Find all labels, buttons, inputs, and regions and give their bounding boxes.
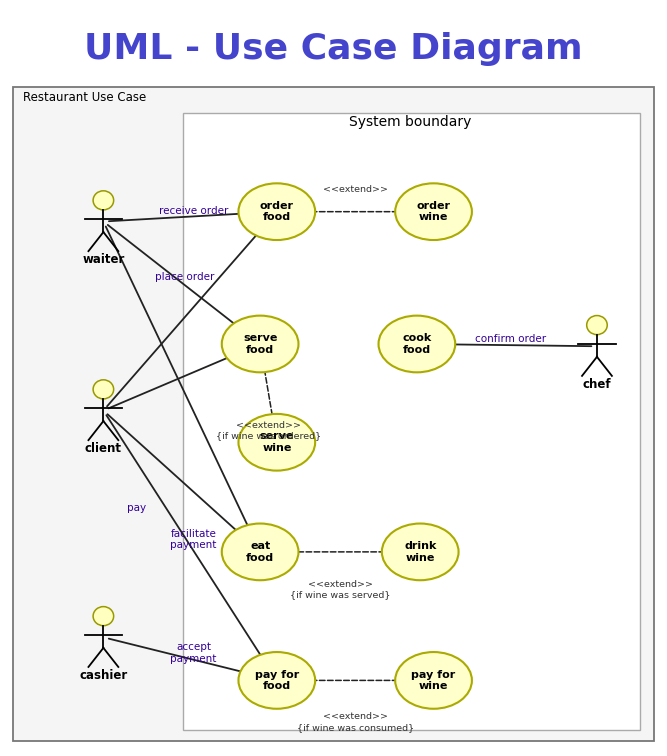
Ellipse shape	[93, 380, 113, 399]
Text: pay for
food: pay for food	[255, 670, 299, 691]
Text: chef: chef	[583, 378, 611, 391]
Ellipse shape	[395, 652, 472, 709]
Ellipse shape	[382, 523, 459, 581]
Ellipse shape	[395, 184, 472, 240]
Ellipse shape	[93, 191, 113, 210]
Text: UML - Use Case Diagram: UML - Use Case Diagram	[84, 33, 583, 66]
Text: confirm order: confirm order	[475, 334, 546, 344]
Text: serve
food: serve food	[243, 333, 277, 355]
Text: accept
payment: accept payment	[170, 642, 217, 664]
FancyBboxPatch shape	[13, 87, 654, 741]
Ellipse shape	[239, 184, 315, 240]
Text: pay: pay	[127, 503, 146, 513]
Text: <<extend>>
{if wine was consumed}: <<extend>> {if wine was consumed}	[297, 712, 414, 732]
Text: facilitate
payment: facilitate payment	[170, 528, 217, 550]
Text: <<extend>>: <<extend>>	[323, 184, 388, 194]
Text: place order: place order	[155, 271, 215, 282]
Ellipse shape	[239, 652, 315, 709]
Text: serve
wine: serve wine	[259, 432, 294, 453]
FancyBboxPatch shape	[183, 113, 640, 730]
Text: System boundary: System boundary	[349, 116, 472, 129]
Ellipse shape	[93, 606, 113, 626]
Text: client: client	[85, 442, 122, 455]
Text: cashier: cashier	[79, 669, 127, 682]
Ellipse shape	[221, 316, 299, 373]
Text: waiter: waiter	[82, 253, 125, 266]
Text: eat
food: eat food	[246, 541, 274, 562]
Text: order
wine: order wine	[417, 201, 450, 222]
Text: Restaurant Use Case: Restaurant Use Case	[23, 91, 147, 104]
Ellipse shape	[239, 414, 315, 470]
Text: <<extend>>
{if wine was served}: <<extend>> {if wine was served}	[290, 580, 390, 600]
Ellipse shape	[379, 316, 455, 373]
Ellipse shape	[221, 523, 299, 581]
Text: cook
food: cook food	[402, 333, 432, 355]
Ellipse shape	[587, 315, 607, 335]
Text: <<extend>>
{if wine was ordered}: <<extend>> {if wine was ordered}	[216, 421, 321, 441]
Text: order
food: order food	[260, 201, 293, 222]
Text: drink
wine: drink wine	[404, 541, 436, 562]
Text: receive order: receive order	[159, 206, 228, 215]
Text: pay for
wine: pay for wine	[412, 670, 456, 691]
